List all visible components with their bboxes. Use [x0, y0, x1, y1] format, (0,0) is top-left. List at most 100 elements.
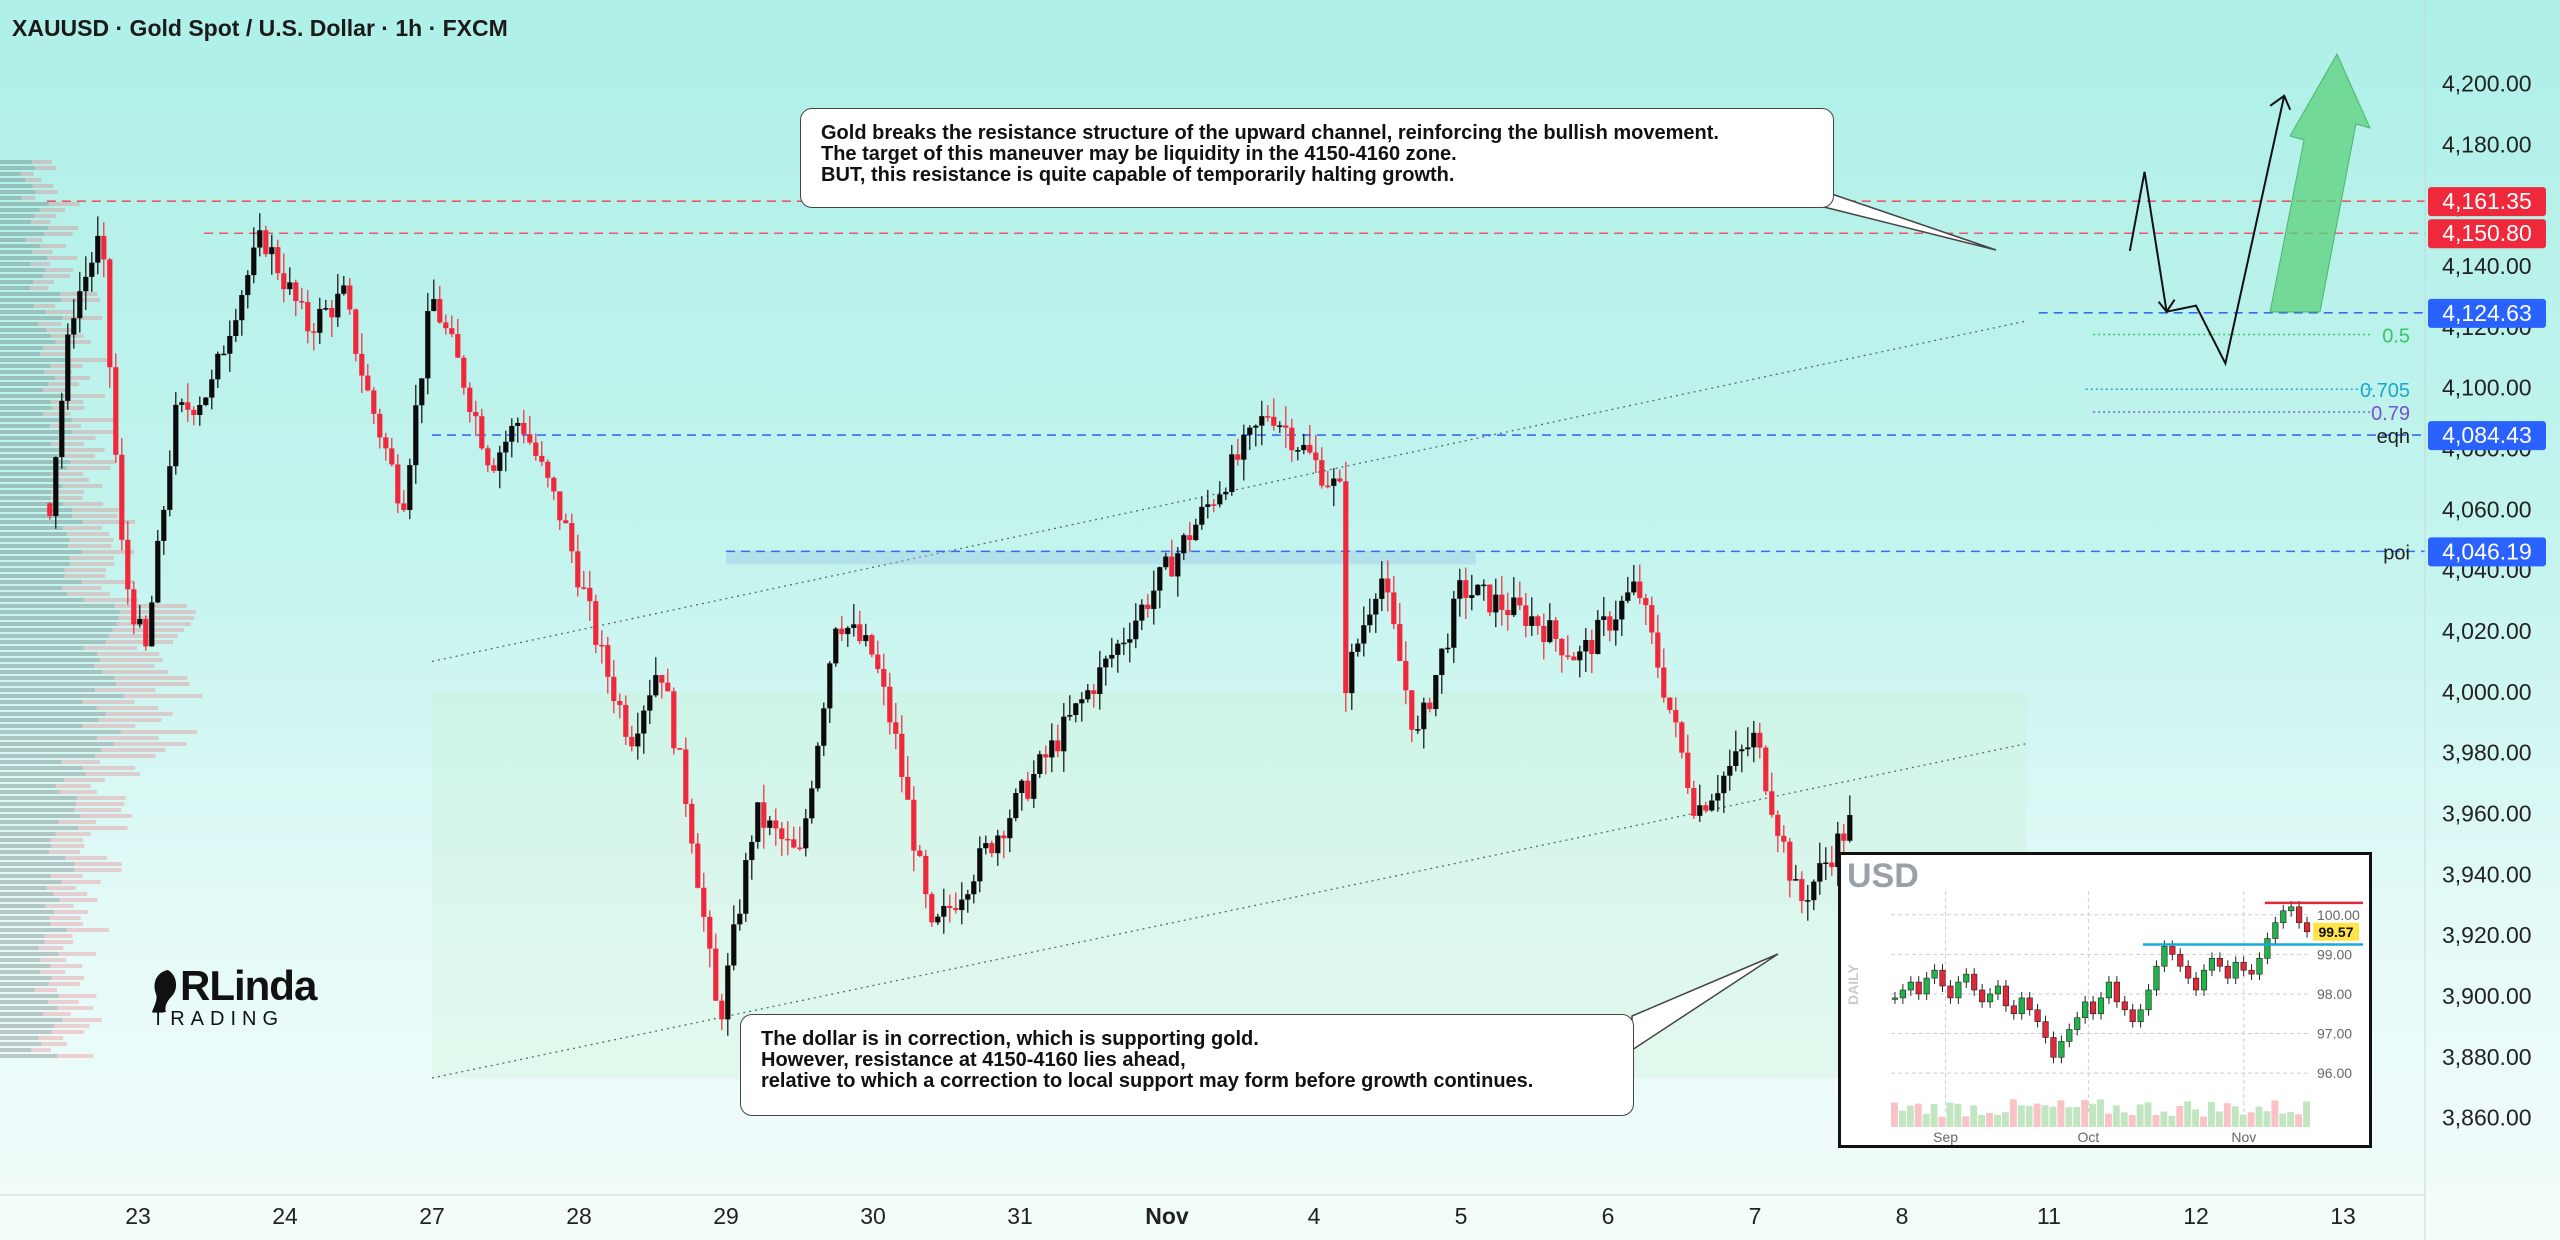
- volume-profile-bar: [50, 874, 83, 878]
- candle-body: [1181, 535, 1187, 554]
- x-tick-label: 30: [860, 1203, 886, 1229]
- candle-body: [263, 230, 269, 255]
- volume-profile-bar: [61, 760, 101, 764]
- candle-body: [1601, 616, 1607, 620]
- inset-candle-body: [2018, 997, 2025, 1015]
- candle-body: [119, 454, 125, 540]
- volume-profile-bar: [0, 964, 51, 968]
- volume-profile-bar: [0, 628, 113, 632]
- candle-body: [1013, 793, 1019, 819]
- volume-profile-bar: [0, 862, 75, 866]
- inset-x-tick: Sep: [1933, 1129, 1958, 1145]
- candle-body: [365, 375, 371, 391]
- candle-body: [779, 828, 785, 839]
- candle-body: [1271, 416, 1277, 426]
- candle-body: [1595, 619, 1601, 655]
- candle-body: [833, 628, 839, 664]
- volume-profile-bar: [0, 484, 63, 488]
- volume-profile-bar: [54, 478, 89, 482]
- volume-profile-bar: [0, 166, 35, 170]
- inset-candle-body: [1947, 985, 1954, 999]
- volume-profile-bar: [76, 796, 126, 800]
- callout-bottom-line-1: The dollar is in correction, which is su…: [761, 1028, 1259, 1050]
- candle-body: [1385, 578, 1391, 593]
- candle-body: [1763, 747, 1769, 792]
- candle-body: [1613, 619, 1619, 631]
- inset-side-label: DAILY: [1845, 964, 1861, 1005]
- candle-body: [545, 461, 551, 478]
- candle-body: [317, 308, 323, 333]
- inset-volume-bar: [2207, 1102, 2215, 1127]
- logo-line-2: TRADING: [152, 1008, 284, 1030]
- volume-profile-bar: [85, 772, 140, 776]
- volume-profile-bar: [0, 736, 97, 740]
- volume-profile-bar: [48, 202, 80, 206]
- inset-volume-bar: [1906, 1105, 1914, 1127]
- volume-profile-bar: [45, 310, 74, 314]
- candle-body: [395, 464, 401, 504]
- inset-candle-body: [2169, 946, 2176, 955]
- candle-body: [1757, 732, 1763, 748]
- volume-profile-bar: [35, 190, 58, 194]
- candle-body: [1091, 690, 1097, 694]
- volume-profile-bar: [75, 802, 125, 806]
- y-tick-label: 3,880.00: [2442, 1044, 2532, 1070]
- candle-body: [1325, 485, 1331, 488]
- inset-candle-body: [2200, 969, 2208, 991]
- inset-candle-body: [2280, 910, 2287, 923]
- volume-profile-bar: [25, 178, 42, 182]
- inset-candle-body: [2058, 1041, 2065, 1058]
- inset-candle-body: [1971, 973, 1978, 991]
- candle-body: [761, 802, 767, 828]
- volume-profile-bar: [0, 718, 99, 722]
- price-tag: 4,046.19: [2442, 538, 2532, 564]
- inset-volume-bar: [2049, 1106, 2057, 1127]
- candle-body: [1229, 454, 1235, 493]
- callout-top-line-2: The target of this maneuver may be liqui…: [821, 143, 1457, 165]
- volume-profile-bar: [48, 382, 80, 386]
- candle-body: [1049, 740, 1055, 758]
- volume-profile-bar: [50, 964, 83, 968]
- inset-y-tick: 98.00: [2317, 986, 2352, 1002]
- candle-body: [1529, 616, 1535, 626]
- x-tick-label: 7: [1749, 1203, 1762, 1229]
- candle-body: [197, 404, 203, 415]
- volume-profile-bar: [0, 814, 81, 818]
- candle-body: [1817, 863, 1823, 882]
- candle-body: [869, 635, 875, 655]
- symbol-title[interactable]: XAUUSD · Gold Spot / U.S. Dollar · 1h · …: [12, 15, 508, 41]
- candle-body: [581, 587, 587, 589]
- candle-body: [1355, 643, 1361, 652]
- candle-body: [485, 448, 491, 466]
- volume-profile-bar: [69, 562, 115, 566]
- candle-body: [647, 695, 653, 711]
- candle-body: [443, 322, 449, 329]
- volume-profile-bar: [0, 748, 101, 752]
- candle-body: [1235, 454, 1241, 460]
- volume-profile-bar: [50, 400, 84, 404]
- candle-body: [1331, 478, 1337, 486]
- inset-title: USD: [1847, 857, 1919, 895]
- volume-profile-bar: [0, 208, 40, 212]
- candle-body: [1337, 478, 1343, 482]
- x-tick-label: 24: [272, 1203, 298, 1229]
- inset-volume-bar: [1970, 1105, 1978, 1127]
- candle-body: [1631, 581, 1637, 593]
- candle-body: [743, 860, 749, 914]
- y-tick-label: 3,900.00: [2442, 983, 2532, 1009]
- x-tick-label: 8: [1896, 1203, 1909, 1229]
- volume-profile-bar: [0, 958, 41, 962]
- volume-profile-bar: [0, 1042, 42, 1046]
- volume-profile-bar: [96, 706, 159, 710]
- volume-profile-bar: [51, 442, 84, 446]
- volume-profile-bar: [0, 250, 33, 254]
- inset-candle-body: [2082, 1001, 2089, 1018]
- inset-volume-bar: [2263, 1111, 2271, 1127]
- inset-volume-bar: [2009, 1099, 2017, 1127]
- candle-body: [491, 465, 497, 471]
- volume-profile-bar: [0, 442, 52, 446]
- candle-body: [137, 618, 143, 625]
- volume-profile-bar: [39, 208, 65, 212]
